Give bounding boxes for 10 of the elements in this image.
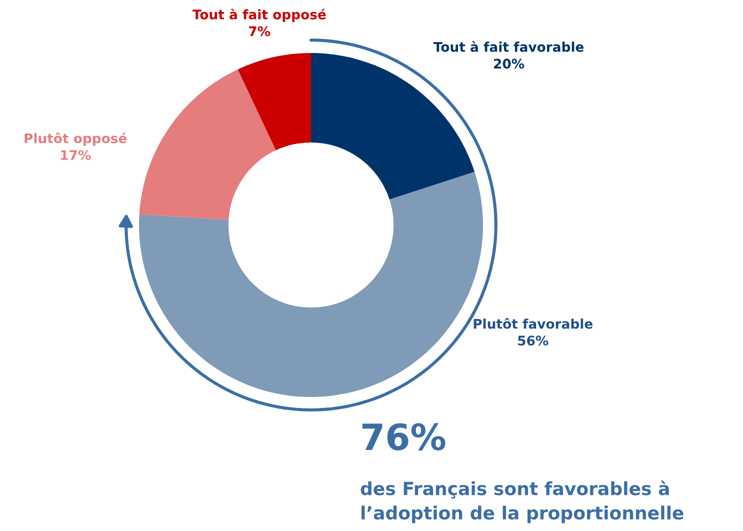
slice-label: Tout à fait opposé [192, 8, 326, 22]
text: des Français sont favorables à l’adoption de la proportionnelle [360, 480, 684, 524]
slice-label: Plutôt favorable [474, 318, 592, 329]
slice-label: Tout à fait favorable [433, 41, 584, 52]
data-label: 20% [494, 58, 524, 69]
slice-label: Plutôt opposé [24, 132, 127, 146]
text: 76% [362, 423, 446, 450]
data-label: 17% [61, 150, 91, 160]
data-label: 7% [249, 26, 270, 36]
data-label: 56% [518, 336, 548, 346]
